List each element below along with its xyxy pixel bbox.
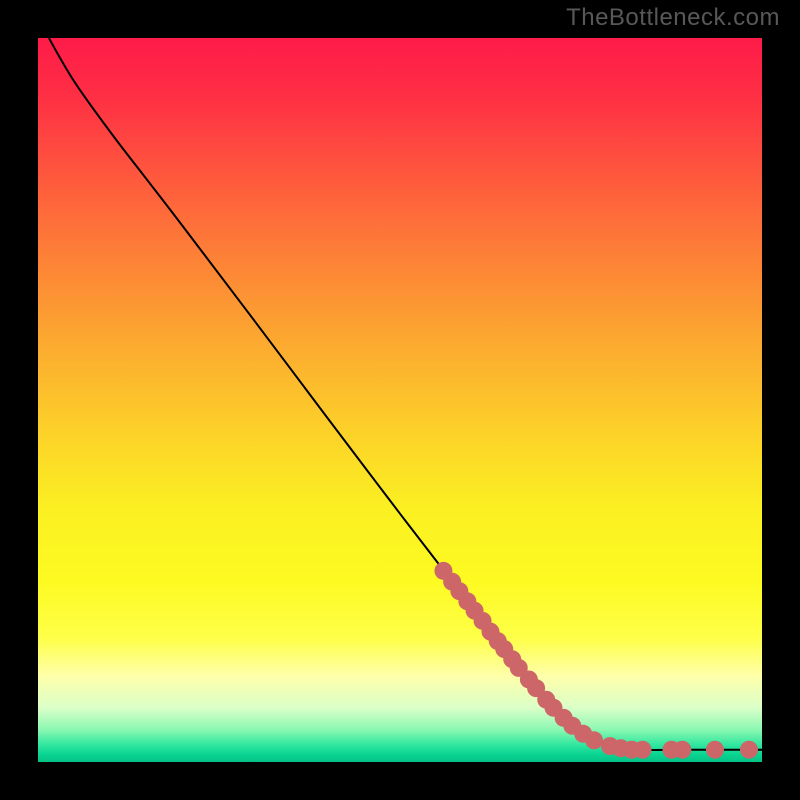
data-marker [673, 741, 691, 759]
data-marker [740, 741, 758, 759]
watermark-text: TheBottleneck.com [566, 4, 780, 32]
chart-svg [38, 38, 762, 762]
data-marker [706, 741, 724, 759]
chart-background [38, 38, 762, 762]
data-marker [585, 731, 603, 749]
data-marker [634, 741, 652, 759]
chart-area [38, 38, 762, 762]
